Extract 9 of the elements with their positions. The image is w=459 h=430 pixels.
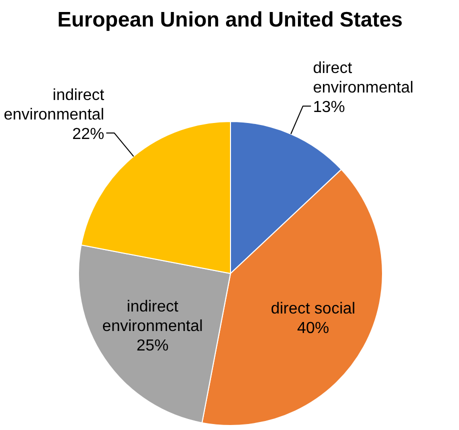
chart-title: European Union and United States — [57, 8, 403, 32]
slice-label: indirect environmental — [102, 298, 203, 335]
data-label: 22% — [72, 126, 104, 143]
slice-label: direct social — [270, 300, 356, 318]
data-label: 13% — [312, 99, 345, 116]
data-label: 40% — [297, 320, 330, 338]
slice-label: indirect environmental — [4, 86, 105, 124]
data-label: 25% — [136, 338, 169, 355]
slice-label: direct environmental — [312, 60, 414, 97]
